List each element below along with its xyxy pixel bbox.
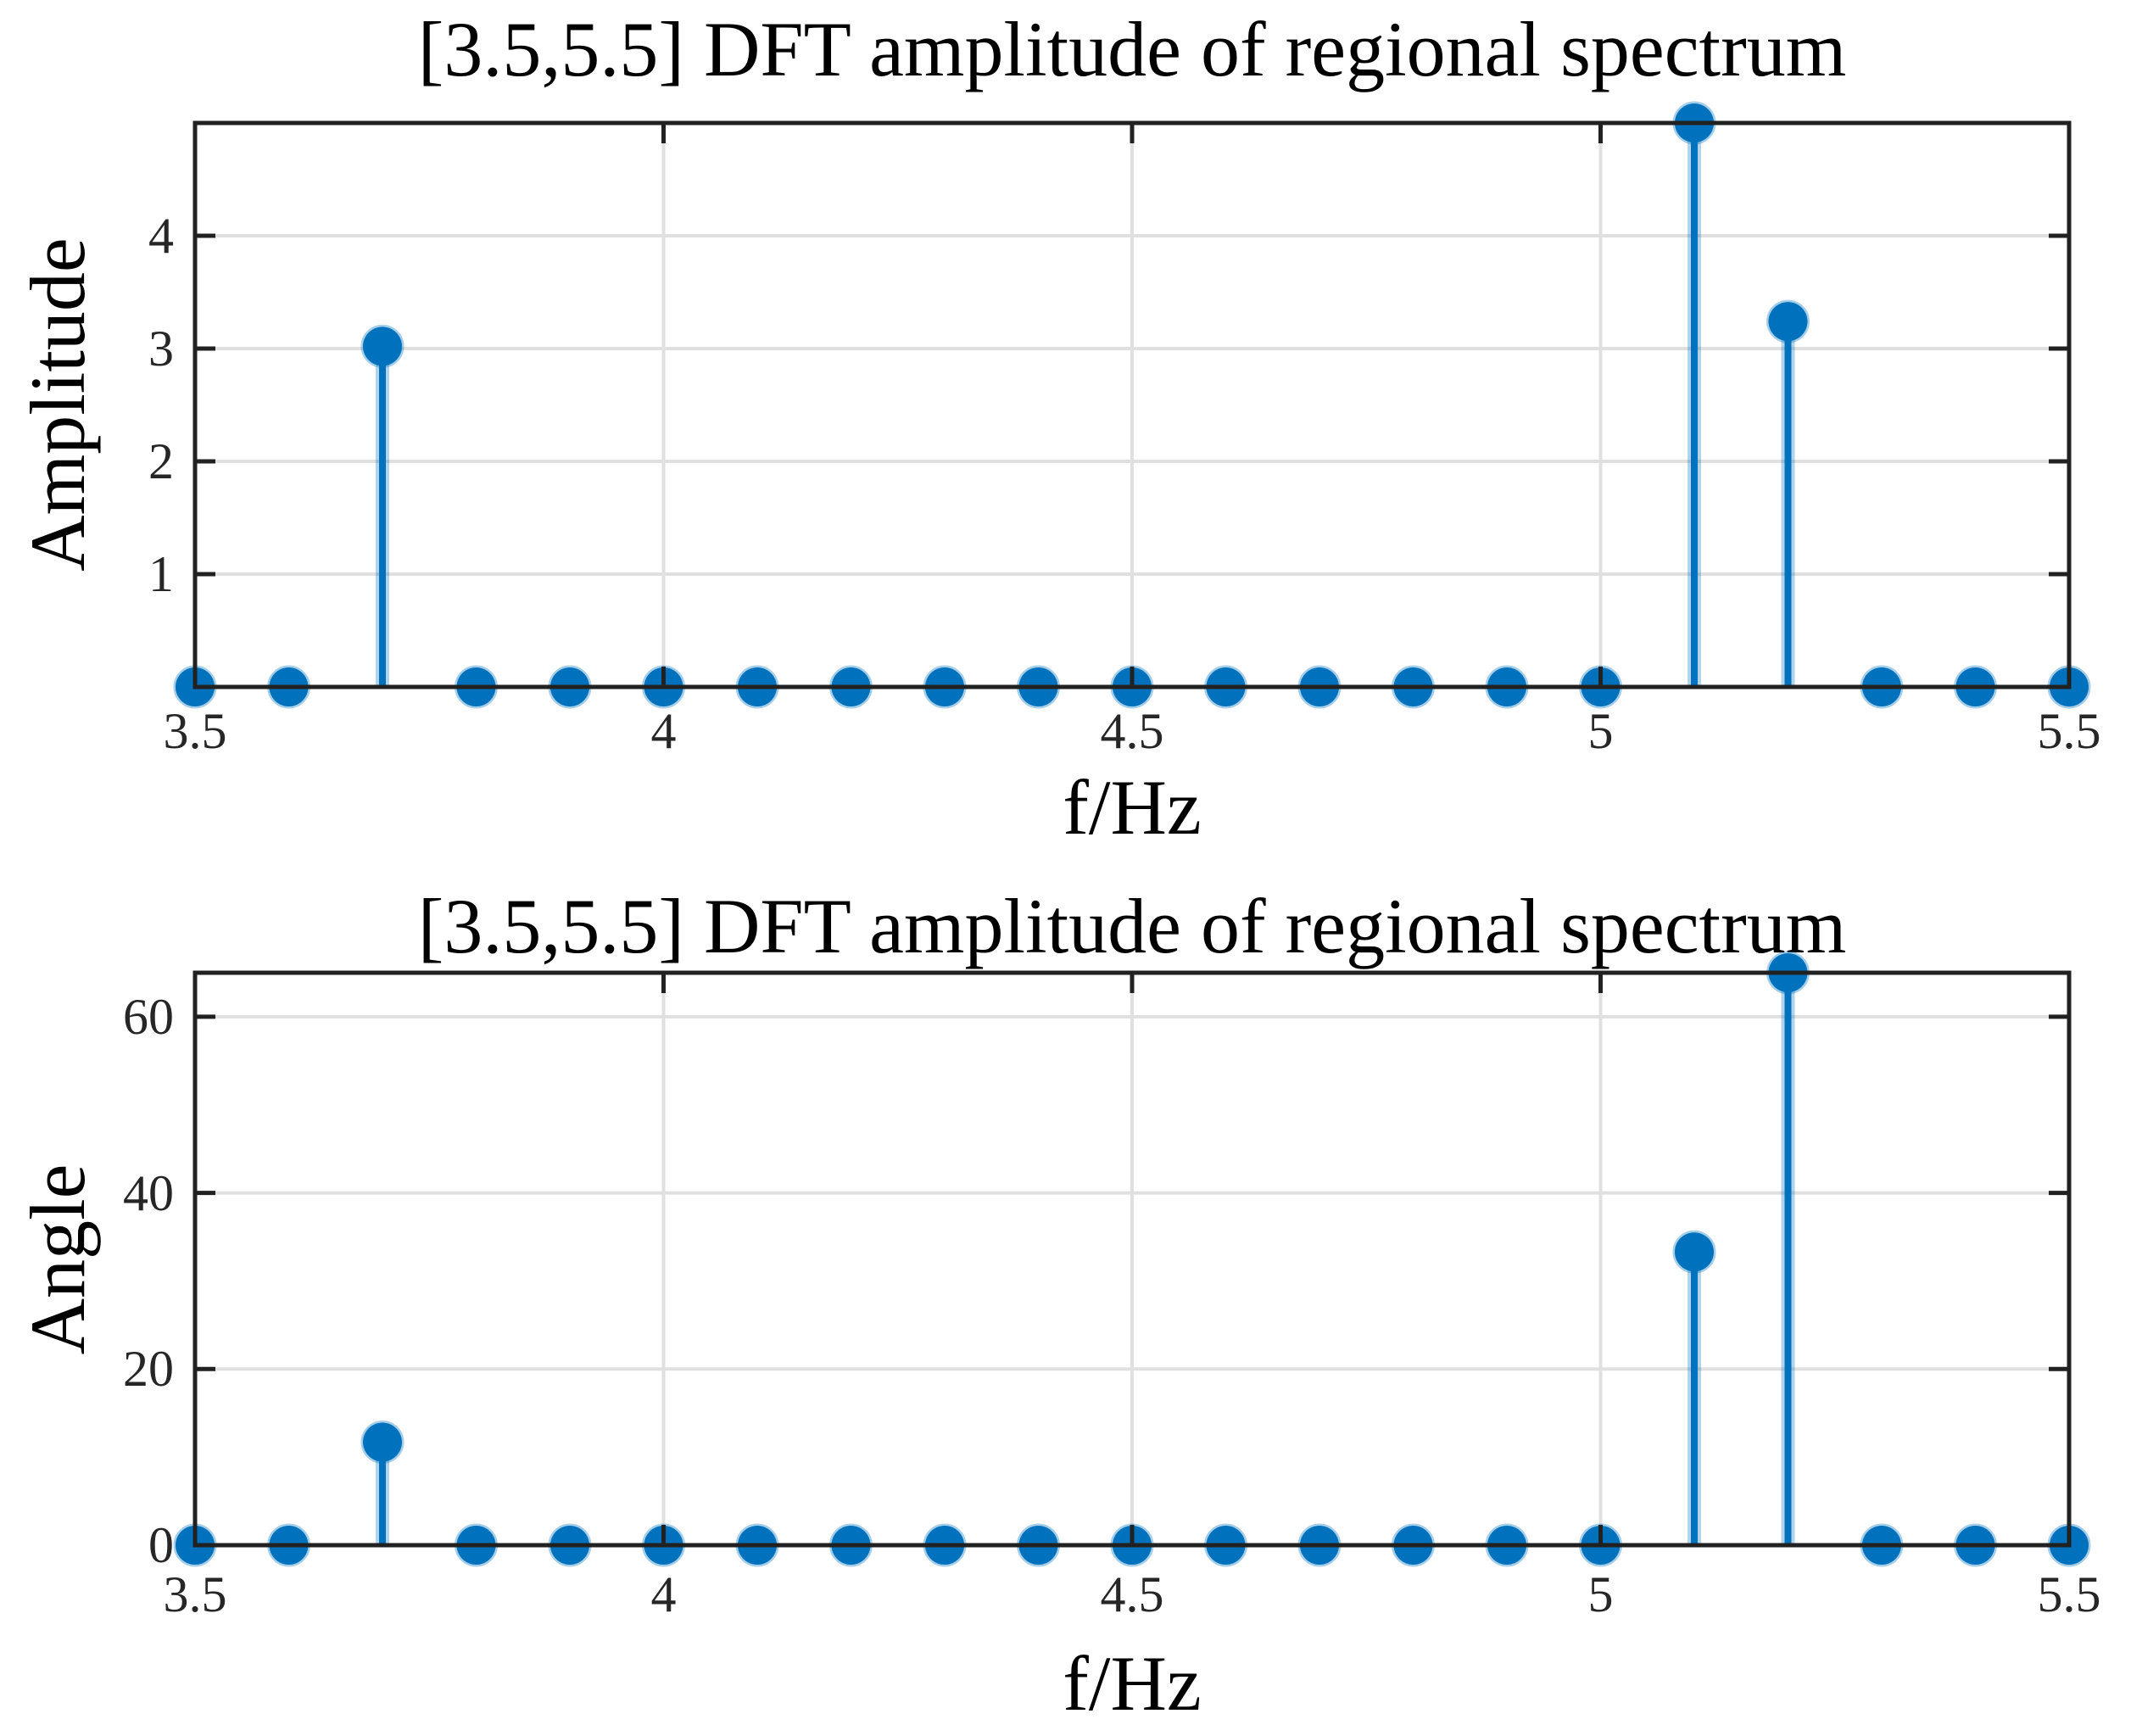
- y-tick-label: 0: [148, 1517, 174, 1573]
- y-tick-label: 40: [123, 1164, 174, 1221]
- y-tick-label: 20: [123, 1341, 174, 1398]
- y-tick-label: 2: [148, 433, 174, 489]
- x-tick-label: 5: [1587, 1566, 1614, 1622]
- x-tick-label: 4.5: [1100, 703, 1164, 759]
- plot-title-amplitude: [3.5,5.5] DFT amplitude of regional spec…: [417, 6, 1847, 92]
- y-axis-label-amplitude: Amplitude: [14, 237, 101, 572]
- x-axis-label-bottom: f/Hz: [1063, 1640, 1202, 1727]
- x-tick-label: 3.5: [163, 1566, 227, 1622]
- plot-title-angle: [3.5,5.5] DFT amplitude of regional spec…: [417, 883, 1847, 969]
- y-tick-label: 1: [148, 546, 174, 602]
- x-axis-label-top: f/Hz: [1063, 764, 1202, 851]
- y-tick-label: 60: [123, 988, 174, 1045]
- x-tick-label: 4.5: [1100, 1566, 1164, 1622]
- x-tick-label: 4: [650, 1566, 677, 1622]
- x-tick-label: 5.5: [2037, 703, 2101, 759]
- y-tick-label: 4: [148, 208, 174, 264]
- x-tick-label: 5.5: [2037, 1566, 2101, 1622]
- y-tick-label: 3: [148, 321, 174, 377]
- x-tick-label: 5: [1587, 703, 1614, 759]
- x-tick-label: 4: [650, 703, 677, 759]
- x-tick-label: 3.5: [163, 703, 227, 759]
